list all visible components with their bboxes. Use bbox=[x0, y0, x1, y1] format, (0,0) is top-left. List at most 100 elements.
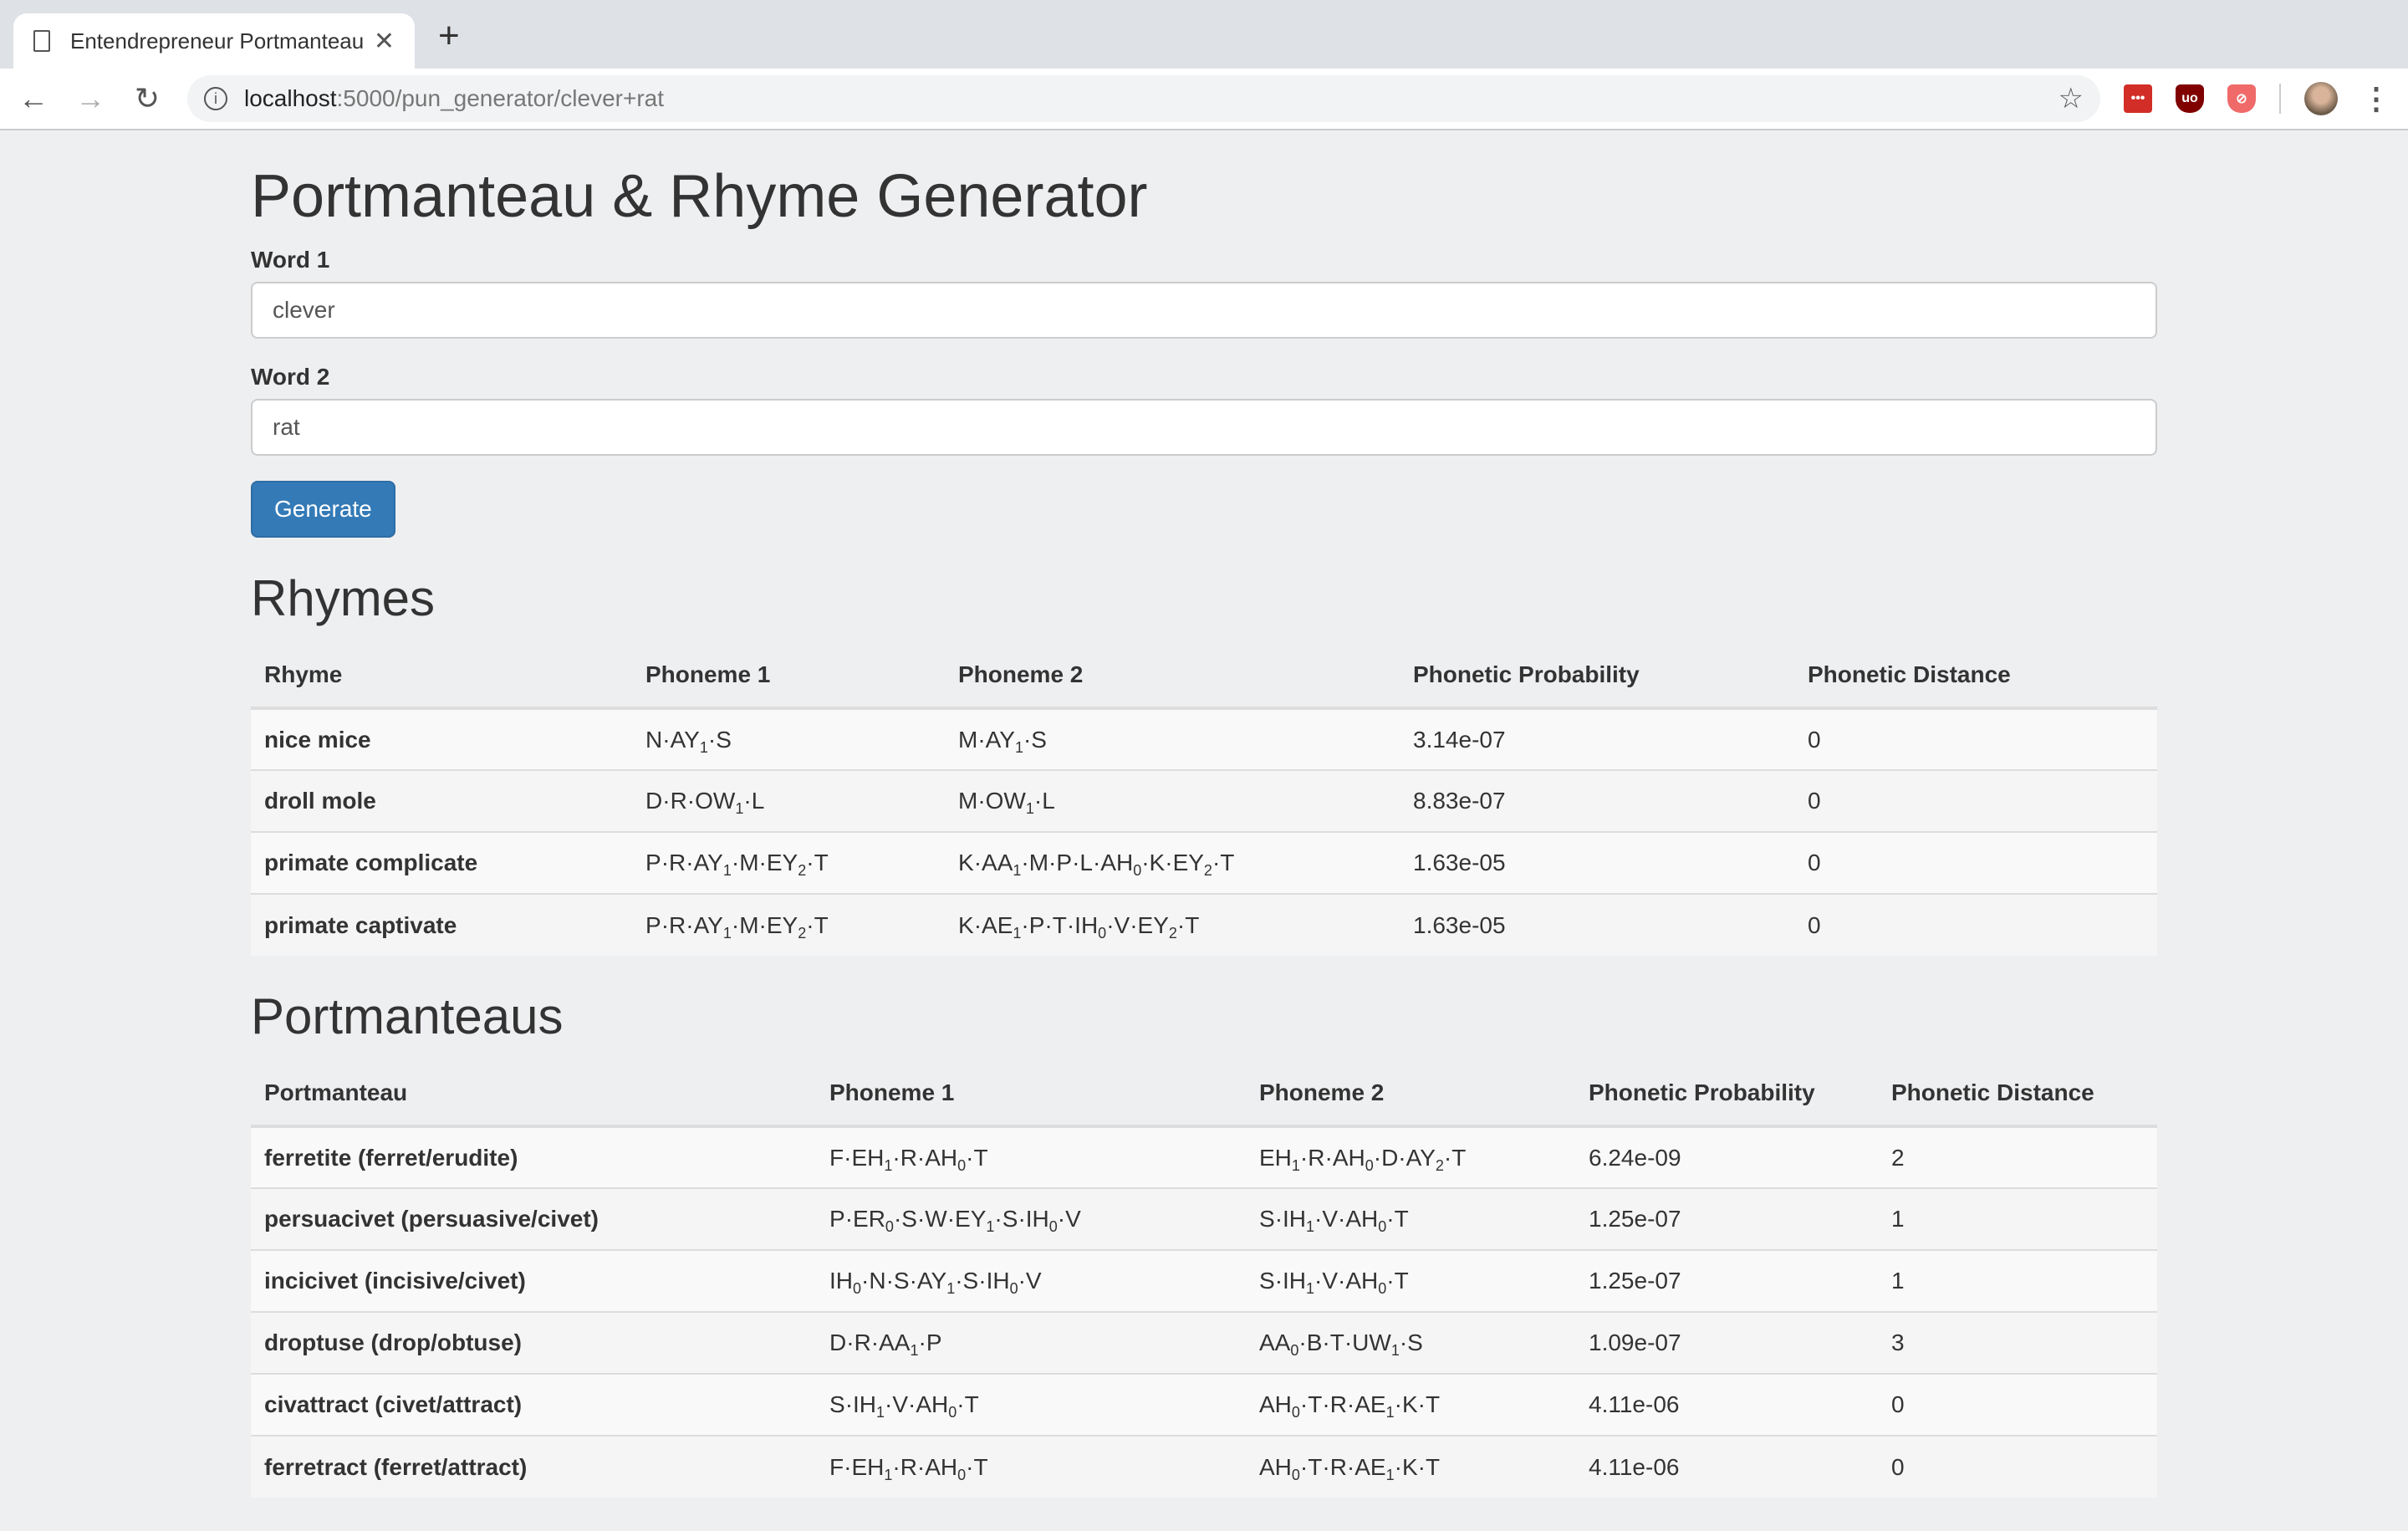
cell-phoneme-1: P·R·AY1·M·EY2·T bbox=[632, 831, 945, 895]
cell-phoneme-1: P·R·AY1·M·EY2·T bbox=[632, 893, 945, 957]
portmanteaus-table: Portmanteau Phoneme 1 Phoneme 2 Phonetic Pr… bbox=[251, 1061, 2157, 1498]
blocker-icon[interactable]: ⊘ bbox=[2227, 84, 2256, 113]
table-header: Portmanteau Phoneme 1 Phoneme 2 Phonetic Pr… bbox=[251, 1061, 2157, 1129]
cell-phonetic-distance: 3 bbox=[1878, 1311, 2157, 1375]
cell-name: droptuse (drop/obtuse) bbox=[251, 1311, 816, 1375]
ublock-icon[interactable]: uo bbox=[2176, 84, 2204, 113]
column-header-phoneme-1: Phoneme 1 bbox=[632, 643, 945, 711]
table-row: ferretract (ferret/attract) F·EH1·R·AH0·T… bbox=[251, 1435, 2157, 1498]
cell-name: primate complicate bbox=[251, 831, 632, 895]
address-bar[interactable]: i localhost:5000/pun_generator/clever+ra… bbox=[187, 75, 2100, 122]
cell-phoneme-2: S·IH1·V·AH0·T bbox=[1246, 1249, 1575, 1313]
cell-phonetic-probability: 4.11e-06 bbox=[1575, 1373, 1878, 1437]
column-header-name: Portmanteau bbox=[251, 1061, 816, 1129]
document-icon bbox=[33, 30, 50, 52]
main-content: Portmanteau & Rhyme Generator Word 1 Wor… bbox=[251, 130, 2157, 1531]
column-header-name: Rhyme bbox=[251, 643, 632, 711]
page-title: Portmanteau & Rhyme Generator bbox=[251, 163, 1148, 230]
cell-phonetic-distance: 1 bbox=[1878, 1249, 2157, 1313]
avatar[interactable] bbox=[2304, 82, 2338, 115]
cell-name: civattract (civet/attract) bbox=[251, 1373, 816, 1437]
cell-name: nice mice bbox=[251, 707, 632, 771]
cell-phonetic-probability: 1.25e-07 bbox=[1575, 1187, 1878, 1251]
cell-phonetic-probability: 8.83e-07 bbox=[1400, 769, 1794, 833]
cell-phoneme-2: K·AE1·P·T·IH0·V·EY2·T bbox=[945, 893, 1400, 957]
cell-phoneme-2: AH0·T·R·AE1·K·T bbox=[1246, 1435, 1575, 1498]
cell-phoneme-1: N·AY1·S bbox=[632, 707, 945, 771]
rhymes-table: Rhyme Phoneme 1 Phoneme 2 Phonetic Probabil… bbox=[251, 643, 2157, 957]
table-row: incicivet (incisive/civet) IH0·N·S·AY1·S·… bbox=[251, 1249, 2157, 1313]
table-row: ferretite (ferret/erudite) F·EH1·R·AH0·T E… bbox=[251, 1125, 2157, 1189]
table-row: persuacivet (persuasive/civet) P·ER0·S·W·… bbox=[251, 1187, 2157, 1251]
portmanteaus-heading: Portmanteaus bbox=[251, 988, 564, 1045]
browser-toolbar: ← → ↻ i localhost:5000/pun_generator/cle… bbox=[0, 69, 2408, 130]
word2-input[interactable] bbox=[251, 399, 2157, 457]
cell-phonetic-probability: 6.24e-09 bbox=[1575, 1125, 1878, 1189]
tab-title: Entendrepreneur Portmanteau bbox=[70, 28, 364, 54]
cell-phonetic-distance: 0 bbox=[1794, 769, 2157, 833]
table-row: droptuse (drop/obtuse) D·R·AA1·P AA0·B·T·U… bbox=[251, 1311, 2157, 1375]
menu-icon[interactable]: ⋮ bbox=[2361, 81, 2391, 115]
cell-phoneme-2: M·AY1·S bbox=[945, 707, 1400, 771]
forward-icon[interactable]: → bbox=[75, 81, 105, 115]
url-host: localhost bbox=[244, 85, 337, 111]
column-header-phoneme-2: Phoneme 2 bbox=[1246, 1061, 1575, 1129]
cell-phoneme-1: S·IH1·V·AH0·T bbox=[816, 1373, 1246, 1437]
cell-phonetic-distance: 0 bbox=[1794, 831, 2157, 895]
column-header-phoneme-2: Phoneme 2 bbox=[945, 643, 1400, 711]
cell-phonetic-probability: 1.63e-05 bbox=[1400, 893, 1794, 957]
column-header-phonetic-distance: Phonetic Distance bbox=[1878, 1061, 2157, 1129]
cell-phoneme-1: IH0·N·S·AY1·S·IH0·V bbox=[816, 1249, 1246, 1313]
table-header: Rhyme Phoneme 1 Phoneme 2 Phonetic Probabil… bbox=[251, 643, 2157, 711]
table-row: nice mice N·AY1·S M·AY1·S 3.14e-07 0 bbox=[251, 707, 2157, 771]
generate-button[interactable]: Generate bbox=[251, 481, 395, 538]
browser-tab[interactable]: Entendrepreneur Portmanteau ✕ bbox=[13, 13, 415, 69]
star-icon[interactable]: ☆ bbox=[2058, 83, 2084, 115]
cell-phoneme-2: K·AA1·M·P·L·AH0·K·EY2·T bbox=[945, 831, 1400, 895]
cell-name: droll mole bbox=[251, 769, 632, 833]
cell-name: primate captivate bbox=[251, 893, 632, 957]
cell-name: ferretite (ferret/erudite) bbox=[251, 1125, 816, 1189]
word2-label: Word 2 bbox=[251, 364, 330, 390]
column-header-phoneme-1: Phoneme 1 bbox=[816, 1061, 1246, 1129]
plus-icon[interactable]: + bbox=[438, 15, 460, 56]
cell-phonetic-distance: 0 bbox=[1878, 1435, 2157, 1498]
cell-phonetic-distance: 2 bbox=[1878, 1125, 2157, 1189]
cell-phoneme-1: P·ER0·S·W·EY1·S·IH0·V bbox=[816, 1187, 1246, 1251]
rhymes-heading: Rhymes bbox=[251, 570, 436, 627]
cell-name: ferretract (ferret/attract) bbox=[251, 1435, 816, 1498]
column-header-phonetic-probability: Phonetic Probability bbox=[1400, 643, 1794, 711]
cell-phonetic-probability: 1.09e-07 bbox=[1575, 1311, 1878, 1375]
info-icon[interactable]: i bbox=[204, 87, 227, 110]
cell-phoneme-2: EH1·R·AH0·D·AY2·T bbox=[1246, 1125, 1575, 1189]
url-path: :5000/pun_generator/clever+rat bbox=[336, 85, 665, 111]
divider bbox=[2279, 84, 2281, 114]
cell-phonetic-distance: 1 bbox=[1878, 1187, 2157, 1251]
cell-phonetic-probability: 4.11e-06 bbox=[1575, 1435, 1878, 1498]
cell-phoneme-1: F·EH1·R·AH0·T bbox=[816, 1125, 1246, 1189]
cell-phonetic-probability: 1.25e-07 bbox=[1575, 1249, 1878, 1313]
table-row: primate captivate P·R·AY1·M·EY2·T K·AE1·P·… bbox=[251, 893, 2157, 957]
cell-phoneme-1: D·R·OW1·L bbox=[632, 769, 945, 833]
word1-label: Word 1 bbox=[251, 247, 330, 273]
cell-phonetic-probability: 1.63e-05 bbox=[1400, 831, 1794, 895]
cell-phoneme-2: S·IH1·V·AH0·T bbox=[1246, 1187, 1575, 1251]
cell-phoneme-2: AH0·T·R·AE1·K·T bbox=[1246, 1373, 1575, 1437]
lastpass-icon[interactable]: ••• bbox=[2124, 84, 2152, 113]
table-row: droll mole D·R·OW1·L M·OW1·L 8.83e-07 0 bbox=[251, 769, 2157, 833]
column-header-phonetic-distance: Phonetic Distance bbox=[1794, 643, 2157, 711]
back-icon[interactable]: ← bbox=[18, 81, 48, 115]
cell-name: persuacivet (persuasive/civet) bbox=[251, 1187, 816, 1251]
reload-icon[interactable]: ↻ bbox=[134, 81, 161, 115]
word1-input[interactable] bbox=[251, 282, 2157, 339]
cell-name: incicivet (incisive/civet) bbox=[251, 1249, 816, 1313]
cell-phonetic-distance: 0 bbox=[1794, 707, 2157, 771]
table-row: civattract (civet/attract) S·IH1·V·AH0·T A… bbox=[251, 1373, 2157, 1437]
cell-phonetic-probability: 3.14e-07 bbox=[1400, 707, 1794, 771]
column-header-phonetic-probability: Phonetic Probability bbox=[1575, 1061, 1878, 1129]
cell-phoneme-2: AA0·B·T·UW1·S bbox=[1246, 1311, 1575, 1375]
cell-phoneme-1: F·EH1·R·AH0·T bbox=[816, 1435, 1246, 1498]
tab-bar: Entendrepreneur Portmanteau ✕ + bbox=[0, 0, 2408, 69]
table-row: primate complicate P·R·AY1·M·EY2·T K·AA1·M… bbox=[251, 831, 2157, 895]
close-icon[interactable]: ✕ bbox=[373, 27, 395, 55]
